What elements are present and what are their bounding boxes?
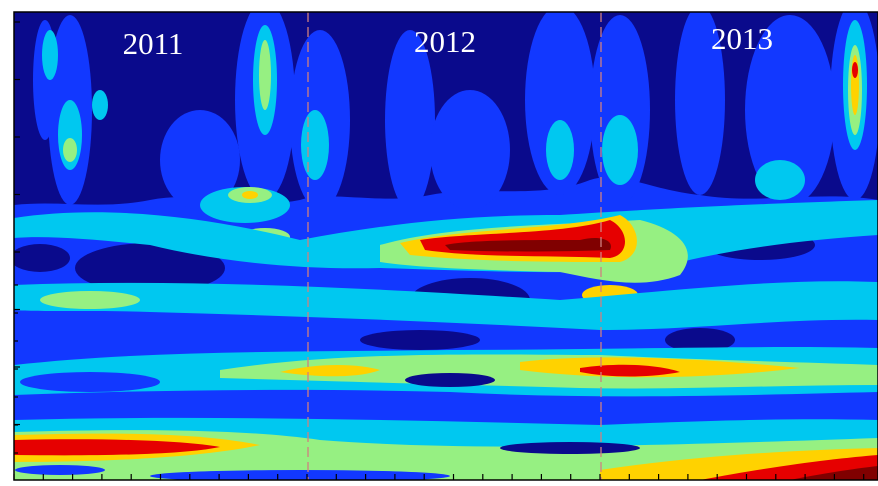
year-label: 2011: [123, 26, 184, 61]
year-label: 2012: [414, 24, 476, 59]
axis-ticks: [13, 21, 865, 480]
contour-field: [14, 12, 878, 480]
year-label: 2013: [711, 21, 773, 56]
plot-frame: [13, 11, 878, 481]
